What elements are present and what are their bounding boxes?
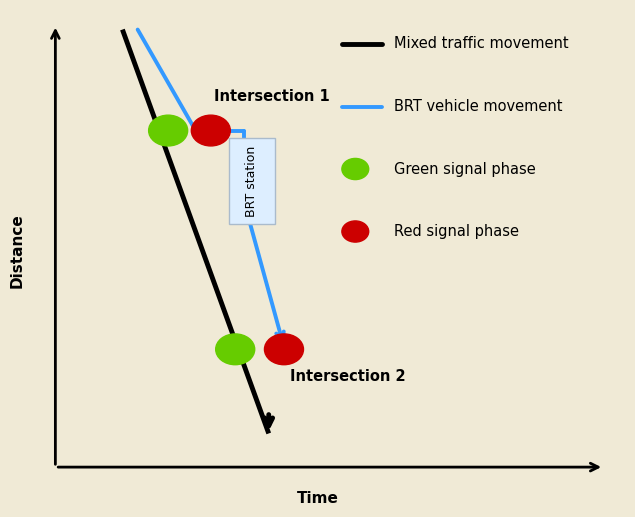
Circle shape [264, 334, 304, 364]
Circle shape [149, 115, 188, 146]
Circle shape [342, 158, 369, 179]
FancyBboxPatch shape [229, 138, 275, 224]
Text: Intersection 2: Intersection 2 [290, 369, 406, 384]
Text: Time: Time [297, 491, 338, 506]
Text: Green signal phase: Green signal phase [394, 161, 535, 176]
Text: Intersection 1: Intersection 1 [214, 89, 330, 104]
Text: Red signal phase: Red signal phase [394, 224, 519, 239]
Text: Mixed traffic movement: Mixed traffic movement [394, 37, 568, 52]
Circle shape [216, 334, 255, 364]
Text: Distance: Distance [10, 214, 25, 288]
Text: BRT vehicle movement: BRT vehicle movement [394, 99, 562, 114]
Circle shape [191, 115, 231, 146]
Circle shape [342, 221, 369, 242]
Text: BRT station: BRT station [246, 145, 258, 217]
